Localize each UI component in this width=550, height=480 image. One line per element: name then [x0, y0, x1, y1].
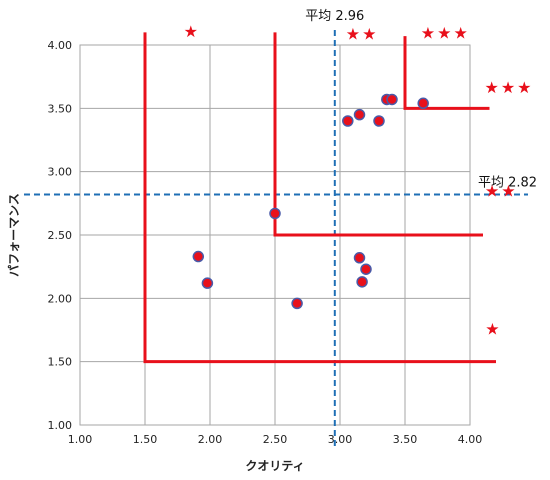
x-tick-label: 3.00: [328, 433, 353, 446]
star-rating-label: ★: [485, 320, 501, 339]
data-point: [269, 207, 281, 220]
star-rating-label: ★★★: [484, 78, 533, 97]
data-points: [192, 93, 429, 310]
y-tick-label: 3.50: [48, 102, 73, 115]
star-rating-label: ★: [184, 22, 200, 41]
y-axis-title: パフォーマンス: [7, 193, 21, 277]
data-point: [342, 115, 354, 127]
y-tick-label: 2.50: [48, 229, 73, 242]
tier-boundary-line: [403, 36, 490, 110]
rating-stars: ★ ★★ ★★★★★★★★★: [184, 22, 533, 339]
x-tick-label: 2.00: [198, 433, 223, 446]
y-tick-label: 2.00: [48, 292, 73, 305]
y-tick-label: 1.00: [48, 419, 73, 432]
star-rating-label: ★★: [485, 182, 518, 201]
star-rating-label: ★★: [346, 25, 379, 44]
data-point: [417, 97, 429, 110]
data-point: [291, 297, 303, 310]
y-tick-label: 4.00: [48, 39, 73, 52]
data-point: [201, 277, 214, 289]
data-point: [360, 263, 372, 275]
data-point: [353, 108, 366, 121]
tier-boundary-line: [143, 32, 496, 364]
data-point: [356, 276, 368, 288]
mean-lines: 平均 2.96 平均 2.82: [24, 9, 537, 448]
x-mean-label: 平均 2.96: [305, 9, 364, 24]
x-tick-label: 1.00: [68, 433, 93, 446]
x-tick-label: 4.00: [458, 433, 483, 446]
y-tick-label: 1.50: [48, 356, 73, 369]
y-tick-label: 3.00: [48, 166, 73, 179]
star-rating-label: ★★★: [421, 23, 470, 42]
x-tick-label: 2.50: [263, 433, 288, 446]
tier-boundary-line: [273, 32, 483, 237]
x-tick-label: 3.50: [393, 433, 418, 446]
data-point: [373, 115, 385, 127]
x-axis-title: クオリティ: [245, 459, 304, 473]
x-tick-label: 1.50: [133, 433, 158, 446]
tier-boundaries: [143, 32, 496, 364]
data-point: [353, 252, 366, 264]
data-point: [192, 250, 205, 263]
y-mean-label: 平均 2.82: [478, 175, 537, 190]
data-point: [386, 93, 398, 106]
axis-ticks: 1.00 1.50 2.00 2.50 3.00 3.50 4.00 1.00 1.50 2.00…: [48, 39, 483, 446]
